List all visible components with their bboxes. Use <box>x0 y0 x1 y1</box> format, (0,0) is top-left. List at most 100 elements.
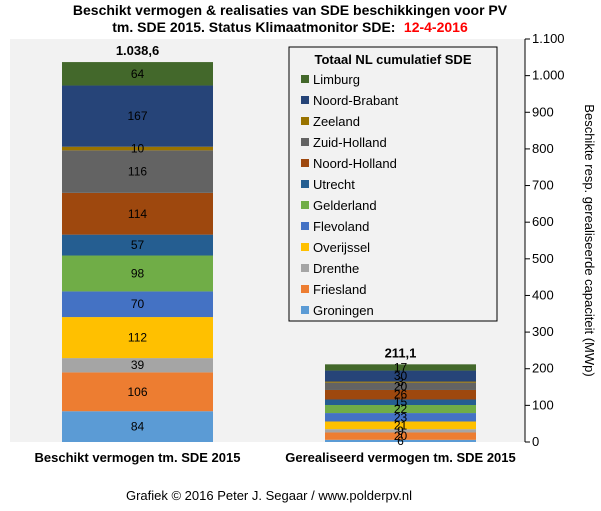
total-label: 211,1 <box>385 345 417 360</box>
data-label: 20 <box>394 379 408 393</box>
data-label: 64 <box>131 67 145 81</box>
data-label: 3 <box>397 375 404 389</box>
legend-items: Limburg Noord-Brabant Zeeland Zuid-Holland N… <box>301 72 399 318</box>
bar-segment-utrecht-1 <box>62 234 213 256</box>
bar-segment-noord-brabant-1 <box>62 85 213 147</box>
data-label: 21 <box>394 418 408 432</box>
data-label: 39 <box>131 358 145 372</box>
segment-labels-group: 8410639112709857114116101676462092123221… <box>127 67 407 448</box>
legend-item-label: Noord-Brabant <box>313 93 399 108</box>
data-label: 6 <box>397 434 404 448</box>
bar-segment-noord-holland-2 <box>325 389 476 400</box>
y-tick-label: 800 <box>532 141 554 156</box>
data-label: 10 <box>131 142 145 156</box>
legend-swatch <box>301 264 309 272</box>
legend-item-label: Gelderland <box>313 198 377 213</box>
chart-credit: Grafiek © 2016 Peter J. Segaar / www.pol… <box>126 488 412 503</box>
data-label: 84 <box>131 420 145 434</box>
bar-segment-limburg-2 <box>325 364 476 371</box>
y-tick-label: 900 <box>532 104 554 119</box>
bar-segment-zeeland-2 <box>325 381 476 383</box>
chart-title-date: 12-4-2016 <box>404 19 468 35</box>
legend-swatch <box>301 117 309 125</box>
legend-item-label: Groningen <box>313 303 374 318</box>
chart-title-line-2: tm. SDE 2015. Status Klimaatmonitor SDE:… <box>112 19 468 36</box>
bar-segment-friesland-1 <box>62 372 213 412</box>
data-label: 112 <box>128 331 147 345</box>
data-label: 15 <box>394 395 408 409</box>
data-label: 98 <box>131 266 145 280</box>
bar-segment-overijssel-2 <box>325 421 476 430</box>
legend-swatch <box>301 159 309 167</box>
legend-swatch <box>301 180 309 188</box>
bar-segment-zuid-holland-2 <box>325 382 476 390</box>
total-labels-group: 1.038,6 211,1 <box>116 43 417 360</box>
data-label: 22 <box>394 402 408 416</box>
y-tick-label: 700 <box>532 178 554 193</box>
bar-segment-flevoland-1 <box>62 291 213 318</box>
y-tick-label: 100 <box>532 397 554 412</box>
legend-item-label: Friesland <box>313 282 366 297</box>
legend-swatch <box>301 285 309 293</box>
bar-segment-zuid-holland-1 <box>62 150 213 193</box>
legend-item-label: Utrecht <box>313 177 355 192</box>
y-tick-label: 0 <box>532 434 539 449</box>
y-tick-label: 500 <box>532 251 554 266</box>
bar-segment-overijssel-1 <box>62 317 213 359</box>
chart-title-line-2-text: tm. SDE 2015. Status Klimaatmonitor SDE: <box>112 19 395 35</box>
legend-item-label: Flevoland <box>313 219 369 234</box>
legend-swatch <box>301 243 309 251</box>
data-label: 106 <box>127 385 147 399</box>
legend-item-label: Zuid-Holland <box>313 135 387 150</box>
bar-segment-flevoland-2 <box>325 413 476 422</box>
category-labels-group: Beschikt vermogen tm. SDE 2015 Gerealisee… <box>35 450 516 465</box>
y-axis: 0 100 200 300 400 500 600 700 800 900 1.000 1.100 <box>524 31 565 449</box>
data-label: 26 <box>394 388 408 402</box>
legend-item-label: Zeeland <box>313 114 360 129</box>
bar-segment-limburg-1 <box>62 62 213 86</box>
category-label: Gerealiseerd vermogen tm. SDE 2015 <box>285 450 516 465</box>
legend-swatch <box>301 222 309 230</box>
y-tick-label: 400 <box>532 287 554 302</box>
legend-item-label: Drenthe <box>313 261 359 276</box>
y-tick-label: 1.100 <box>532 31 565 46</box>
bar-segment-noord-holland-1 <box>62 192 213 235</box>
chart-title-line-1: Beschikt vermogen & realisaties van SDE … <box>73 2 508 18</box>
data-label: 70 <box>131 297 145 311</box>
data-label: 116 <box>128 165 147 179</box>
data-label: 57 <box>131 238 145 252</box>
legend-item-label: Limburg <box>313 72 360 87</box>
total-label: 1.038,6 <box>116 43 159 58</box>
bars-group <box>62 62 476 442</box>
legend-swatch <box>301 306 309 314</box>
y-tick-label: 600 <box>532 214 554 229</box>
bar-segment-gelderland-1 <box>62 255 213 292</box>
legend-box <box>288 46 498 322</box>
bar-segment-gelderland-2 <box>325 404 476 414</box>
data-label: 17 <box>394 360 408 374</box>
data-label: 9 <box>397 424 404 438</box>
bar-segment-utrecht-2 <box>325 399 476 405</box>
legend-swatch <box>301 96 309 104</box>
legend-item-label: Noord-Holland <box>313 156 397 171</box>
category-label: Beschikt vermogen tm. SDE 2015 <box>35 450 241 465</box>
legend-item-label: Overijssel <box>313 240 370 255</box>
legend: Totaal NL cumulatief SDE Limburg Noord-Br… <box>288 46 498 322</box>
data-label: 167 <box>127 109 147 123</box>
legend-title: Totaal NL cumulatief SDE <box>315 52 472 67</box>
data-label: 23 <box>394 410 408 424</box>
y-tick-label: 200 <box>532 361 554 376</box>
legend-swatch <box>301 201 309 209</box>
data-label: 114 <box>128 207 147 221</box>
bar-segment-drenthe-2 <box>325 429 476 433</box>
data-label: 30 <box>394 369 408 383</box>
legend-swatch <box>301 75 309 83</box>
y-axis-label: Beschikte resp. gerealiseerde capaciteit… <box>582 104 597 376</box>
data-label: 20 <box>394 429 408 443</box>
y-tick-label: 300 <box>532 324 554 339</box>
y-tick-label: 1.000 <box>532 68 565 83</box>
bar-segment-noord-brabant-2 <box>325 370 476 382</box>
bar-segment-groningen-2 <box>325 439 476 442</box>
bar-segment-friesland-2 <box>325 432 476 440</box>
